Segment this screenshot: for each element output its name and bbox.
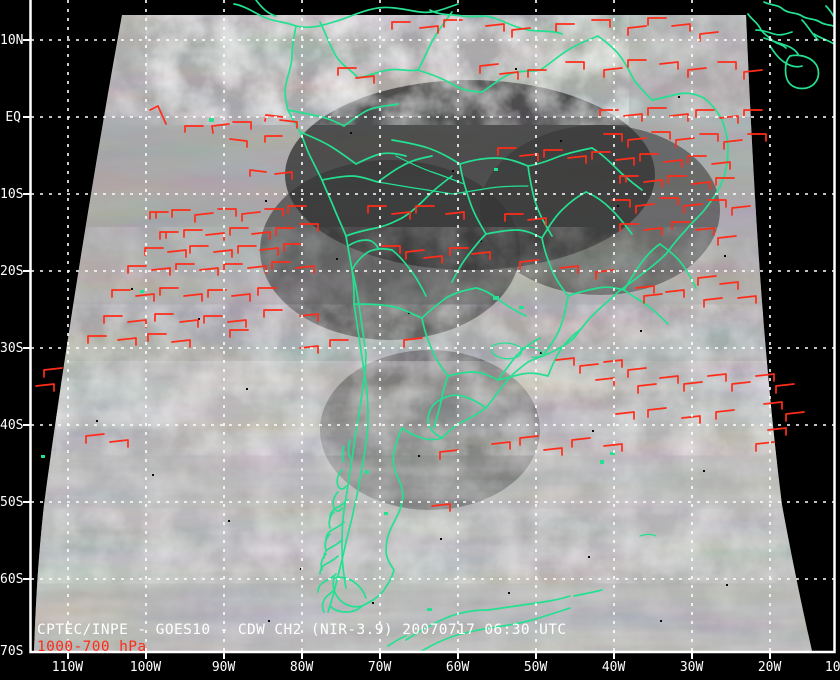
layer-label: 1000-700 hPa (37, 639, 147, 655)
lon-tick-label: 60W (445, 660, 470, 675)
wind-barb-layer (35, 17, 805, 512)
lon-tick-label: 80W (289, 660, 314, 675)
wind-barb (127, 205, 319, 276)
wind-barb (87, 287, 349, 354)
lat-lon-grid (31, 0, 834, 651)
lat-tick-label: 70S (0, 644, 24, 659)
lon-tick-label: 10 (824, 660, 840, 675)
wind-barb (367, 205, 757, 308)
satellite-imagery (34, 15, 812, 651)
wind-barb (337, 17, 763, 84)
lon-tick-label: 90W (211, 660, 236, 675)
lat-tick-label: 20S (0, 264, 24, 279)
lon-tick-label: 40W (601, 660, 626, 675)
lat-tick-label: 40S (0, 418, 24, 433)
lat-tick-label: 10N (0, 33, 24, 48)
wind-barb (497, 107, 767, 246)
lon-tick-label: 20W (757, 660, 782, 675)
lon-tick-label: 100W (129, 660, 162, 675)
lon-tick-label: 110W (51, 660, 84, 675)
lon-tick-label: 70W (367, 660, 392, 675)
lat-tick-label: EQ (5, 110, 21, 125)
lon-tick-label: 30W (679, 660, 704, 675)
product-title: CPTEC/INPE - GOES10 - CDW CH2 (NIR-3.9) … (37, 622, 567, 638)
wind-barb (149, 105, 298, 180)
lat-tick-label: 10S (0, 187, 24, 202)
lon-tick-label: 50W (523, 660, 548, 675)
coastline-overlay (41, 0, 834, 651)
data-speckle (60, 68, 808, 622)
plot-frame (29, 0, 836, 654)
axis-ticks (23, 39, 771, 659)
lat-tick-label: 50S (0, 495, 24, 510)
lat-tick-label: 30S (0, 341, 24, 356)
lat-tick-label: 60S (0, 572, 24, 587)
